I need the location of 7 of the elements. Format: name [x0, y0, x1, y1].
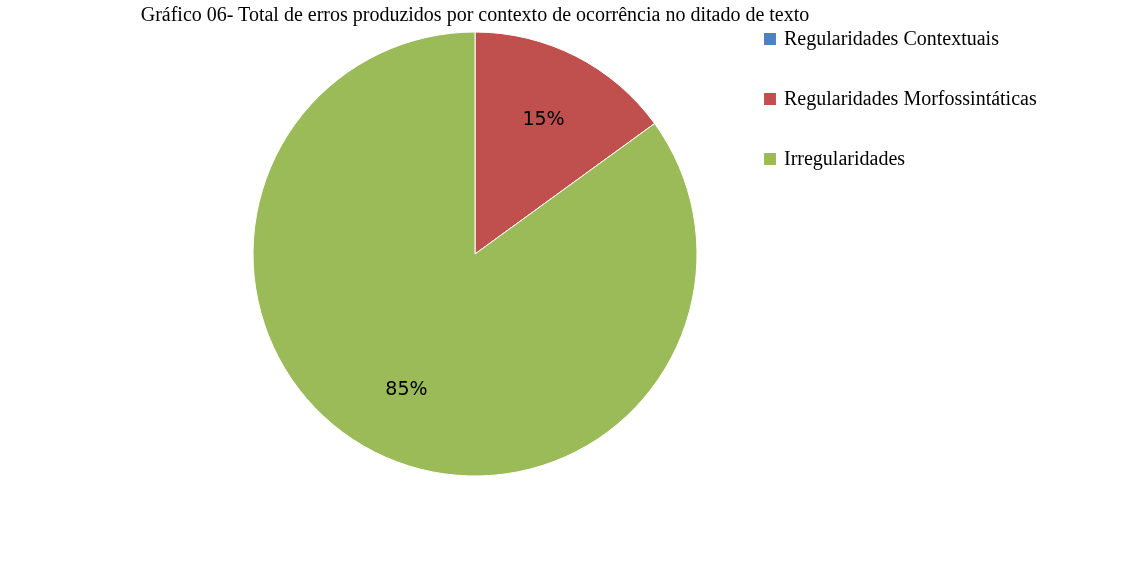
legend-label: Regularidades Morfossintáticas — [784, 87, 1037, 110]
pie-slice — [252, 31, 698, 477]
legend-label: Regularidades Contextuais — [784, 27, 1000, 50]
data-label: 15% — [522, 107, 565, 130]
chart-title: Gráfico 06- Total de erros produzidos por contexto de ocorrência no ditado de texto — [140, 3, 810, 26]
legend-label: Irregularidades — [784, 147, 906, 170]
data-label: 85% — [385, 376, 428, 399]
